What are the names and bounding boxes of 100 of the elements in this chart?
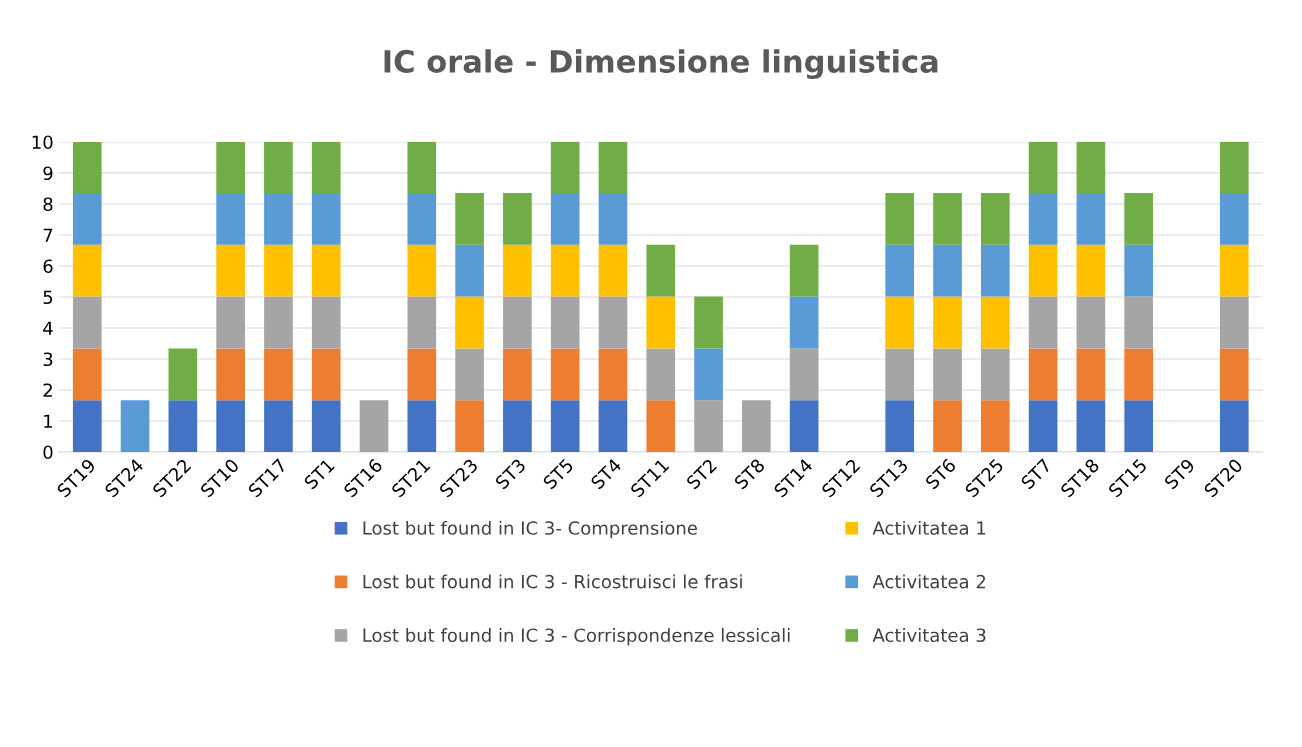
- bar: [311, 296, 341, 349]
- bar: [1219, 296, 1249, 349]
- bar: [694, 296, 723, 349]
- bar: [264, 141, 293, 194]
- bar: [216, 296, 245, 349]
- bar: [980, 296, 1010, 349]
- bar: [168, 400, 198, 452]
- bar: [1076, 244, 1106, 297]
- bar: [72, 296, 102, 349]
- bar: [311, 348, 341, 401]
- x-tick-label: ST9: [1163, 457, 1196, 490]
- bar: [455, 348, 484, 401]
- bar: [933, 193, 962, 245]
- bar: [216, 141, 245, 194]
- bar: [1076, 296, 1106, 349]
- legend-label: Activitatea 3: [872, 628, 986, 643]
- y-tick-label: 2: [43, 383, 52, 397]
- y-tick-label: 9: [43, 166, 53, 181]
- bar: [1219, 348, 1249, 401]
- bar: [1028, 193, 1058, 245]
- y-tick-label: 7: [43, 228, 53, 242]
- legend-label: Lost but found in IC 3- Comprensione: [363, 520, 697, 539]
- bar: [933, 400, 962, 452]
- bar: [503, 400, 532, 452]
- bar: [789, 244, 819, 297]
- bar: [1219, 400, 1249, 452]
- bar: [980, 400, 1010, 452]
- bar: [933, 296, 962, 349]
- bar: [933, 244, 962, 297]
- y-tick-label: 1: [44, 414, 53, 428]
- bar: [1124, 193, 1154, 245]
- x-tick-label: ST3: [494, 458, 527, 490]
- bar: [1124, 348, 1154, 401]
- bar: [503, 348, 532, 401]
- bar: [646, 400, 676, 452]
- bar: [503, 244, 532, 297]
- bar: [1028, 141, 1058, 194]
- bar: [311, 244, 341, 297]
- bar: [120, 400, 150, 452]
- bar: [1076, 348, 1106, 401]
- bar: [455, 193, 484, 245]
- bar: [550, 193, 580, 245]
- y-tick-label: 6: [43, 259, 53, 274]
- bar: [455, 296, 484, 349]
- bar: [264, 400, 293, 452]
- x-tick-label: ST1: [303, 458, 335, 490]
- bar: [789, 348, 819, 401]
- y-tick-label: 8: [43, 197, 53, 212]
- legend-label: Activitatea 1: [872, 520, 986, 535]
- y-tick-label: 3: [43, 352, 53, 367]
- bar: [216, 244, 245, 297]
- bar: [72, 141, 102, 194]
- bar: [550, 348, 580, 401]
- bar: [1219, 244, 1249, 297]
- legend-label: Lost but found in IC 3 - Ricostruisci le frasi: [363, 574, 742, 589]
- bar: [598, 296, 628, 349]
- bar: [598, 244, 628, 297]
- x-tick-label: ST2: [685, 458, 718, 490]
- bar: [885, 400, 915, 452]
- bar: [216, 193, 245, 245]
- bar: [1124, 296, 1154, 349]
- bar: [694, 348, 723, 401]
- bar: [1219, 193, 1249, 245]
- bar: [503, 193, 532, 245]
- bar: [264, 296, 293, 349]
- bar: [694, 400, 723, 452]
- bar: [550, 400, 580, 452]
- bar: [407, 141, 437, 194]
- x-tick-label: ST4: [590, 457, 623, 490]
- bar: [980, 348, 1010, 401]
- x-tick-label: ST5: [542, 458, 574, 490]
- bar: [1076, 193, 1106, 245]
- y-tick-label: 10: [32, 135, 53, 150]
- bar: [216, 400, 245, 452]
- bar: [1124, 400, 1154, 452]
- y-tick-label: 4: [43, 321, 53, 335]
- bar: [72, 244, 102, 297]
- bar: [598, 348, 628, 401]
- bar: [407, 296, 437, 349]
- bar: [885, 296, 915, 349]
- bar: [1028, 244, 1058, 297]
- y-tick-label: 5: [43, 290, 53, 305]
- y-tick-label: 0: [43, 445, 53, 460]
- bar: [407, 400, 437, 452]
- bar: [1028, 400, 1058, 452]
- bar: [264, 193, 293, 245]
- bar: [646, 296, 676, 349]
- bar: [311, 193, 341, 245]
- bar: [1076, 400, 1106, 452]
- bar: [550, 296, 580, 349]
- bar: [264, 244, 293, 297]
- legend-label: Lost but found in IC 3 - Corrispondenze lessicali: [363, 628, 790, 646]
- bar: [885, 193, 915, 245]
- bar: [1076, 141, 1106, 194]
- bar: [503, 296, 532, 349]
- x-tick-label: ST6: [924, 457, 957, 490]
- bar: [646, 244, 676, 297]
- bar: [216, 348, 245, 401]
- bar: [598, 193, 628, 245]
- bar: [1028, 296, 1058, 349]
